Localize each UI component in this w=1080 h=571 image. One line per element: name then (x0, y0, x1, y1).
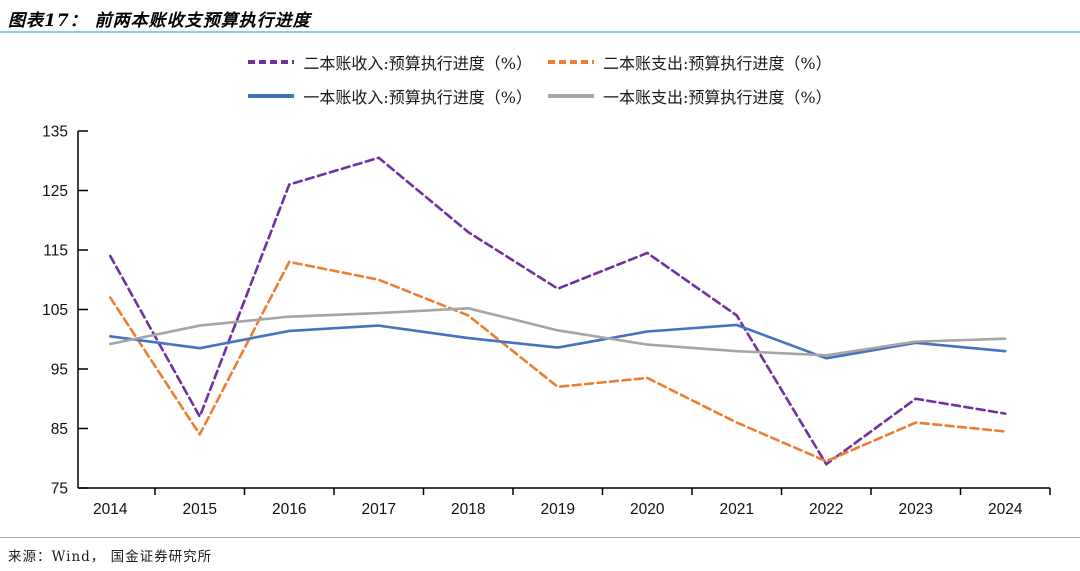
series-line-3 (108, 307, 1007, 357)
x-tick-label: 2022 (809, 501, 843, 518)
x-tick-label: 2024 (988, 501, 1023, 518)
x-tick-label: 2017 (362, 501, 396, 518)
legend-item-acct1-expenditure: 一本账支出:预算执行进度（%） (548, 84, 832, 108)
legend-item-acct2-revenue: 二本账收入:预算执行进度（%） (248, 50, 532, 74)
legend-item-acct1-revenue: 一本账收入:预算执行进度（%） (248, 84, 532, 108)
legend-label: 一本账支出:预算执行进度（%） (603, 88, 832, 107)
y-tick-label: 135 (42, 124, 68, 141)
line-chart: 75 85 95 105 115 125 135 2014 2015 2016 2017 2018 20… (42, 124, 1051, 518)
solid-line-sample-icon (548, 94, 594, 98)
x-tick-label: 2018 (451, 501, 485, 518)
footer-divider (0, 537, 1080, 538)
legend-row-2: 一本账收入:预算执行进度（%） 一本账支出:预算执行进度（%） (248, 84, 832, 108)
legend-row-1: 二本账收入:预算执行进度（%） 二本账支出:预算执行进度（%） (248, 50, 832, 74)
y-tick-label: 105 (42, 302, 68, 319)
x-tick-label: 2014 (93, 501, 128, 518)
dashed-line-sample-icon (548, 60, 594, 64)
x-tick-label: 2015 (183, 501, 217, 518)
x-tick-label: 2016 (272, 501, 306, 518)
y-tick-label: 85 (51, 421, 68, 438)
legend-item-acct2-expenditure: 二本账支出:预算执行进度（%） (548, 50, 832, 74)
legend-label: 二本账支出:预算执行进度（%） (603, 54, 832, 73)
y-tick-label: 115 (43, 243, 68, 260)
legend: 二本账收入:预算执行进度（%） 二本账支出:预算执行进度（%） 一本账收入:预算… (0, 50, 1080, 108)
y-tick-label: 75 (51, 481, 68, 498)
legend-label: 一本账收入:预算执行进度（%） (303, 88, 532, 107)
x-tick-label: 2020 (630, 501, 665, 518)
x-tick-label: 2023 (899, 501, 933, 518)
series-line-0 (108, 156, 1007, 466)
x-tick-label: 2019 (541, 501, 575, 518)
x-tick-label: 2021 (720, 501, 754, 518)
legend-label: 二本账收入:预算执行进度（%） (303, 54, 532, 73)
y-tick-label: 95 (51, 362, 68, 379)
y-tick-label: 125 (42, 183, 68, 200)
series-line-2 (108, 323, 1007, 360)
source-note: 来源：Wind， 国金证券研究所 (8, 549, 213, 565)
dashed-line-sample-icon (248, 60, 295, 64)
chart-title: 图表17： 前两本账收支预算执行进度 (8, 11, 311, 31)
chart-header: 图表17： 前两本账收支预算执行进度 (0, 0, 1080, 33)
solid-line-sample-icon (248, 94, 295, 98)
chart-area: 75 85 95 105 115 125 135 2014 2015 2016 2017 2018 20… (0, 110, 1080, 545)
